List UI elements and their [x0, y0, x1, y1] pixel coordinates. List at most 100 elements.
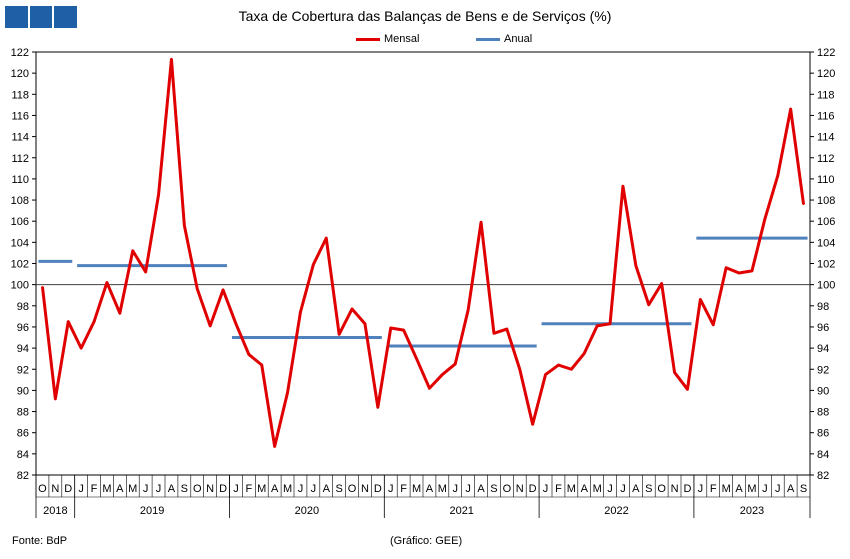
mensal-point [131, 250, 134, 252]
x-month-label: A [735, 483, 743, 495]
mensal-point [764, 218, 766, 220]
x-month-label: O [657, 483, 666, 495]
y-tick-label-left: 96 [17, 322, 29, 334]
x-month-label: A [116, 483, 124, 495]
mensal-point [570, 368, 573, 371]
mensal-point [712, 324, 715, 326]
mensal-point [248, 353, 250, 356]
x-month-label: D [683, 483, 691, 495]
x-month-label: F [400, 483, 407, 495]
mensal-point [235, 322, 237, 325]
y-tick-label-left: 86 [17, 428, 29, 440]
x-month-label: M [128, 483, 137, 495]
x-month-label: D [374, 483, 382, 495]
x-year-label: 2020 [295, 505, 319, 517]
mensal-point [286, 391, 289, 394]
legend-label-anual: Anual [504, 33, 533, 45]
x-month-label: D [529, 483, 537, 495]
mensal-point [119, 312, 121, 315]
x-month-label: F [555, 483, 562, 495]
y-tick-label-left: 98 [17, 301, 29, 313]
mensal-point [312, 263, 315, 266]
y-tick-label-right: 84 [817, 449, 829, 461]
x-month-label: S [490, 483, 497, 495]
x-month-label: J [388, 483, 394, 495]
chart-credit: (Gráfico: GEE) [390, 535, 463, 547]
legend-swatch-mensal [356, 37, 380, 41]
x-month-label: S [181, 483, 188, 495]
y-tick-label-left: 116 [11, 110, 29, 122]
legend-swatch-anual [476, 37, 500, 41]
mensal-point [106, 281, 108, 284]
mensal-point [699, 298, 702, 301]
mensal-point [338, 333, 340, 336]
mensal-point [377, 406, 379, 409]
x-month-label: F [710, 483, 717, 495]
x-month-label: M [102, 483, 111, 495]
x-month-label: J [762, 483, 768, 495]
x-month-label: S [645, 483, 652, 495]
x-year-label: 2018 [43, 505, 67, 517]
y-tick-label-right: 106 [817, 216, 835, 228]
y-tick-label-right: 114 [817, 132, 835, 144]
y-tick-label-right: 100 [817, 280, 835, 292]
x-month-label: J [143, 483, 149, 495]
x-month-label: N [206, 483, 214, 495]
x-year-label: 2022 [604, 505, 628, 517]
y-tick-label-right: 90 [817, 385, 829, 397]
mensal-point [325, 237, 328, 239]
x-month-label: S [800, 483, 807, 495]
y-tick-label-left: 92 [17, 364, 29, 376]
x-month-label: A [581, 483, 589, 495]
plot-frame [35, 51, 811, 476]
x-year-label: 2023 [740, 505, 764, 517]
x-month-label: M [747, 483, 756, 495]
x-year-label: 2019 [140, 505, 164, 517]
x-month-label: A [632, 483, 640, 495]
mensal-point [725, 266, 727, 269]
y-tick-label-left: 112 [11, 153, 29, 165]
y-tick-label-right: 92 [817, 364, 829, 376]
mensal-point [441, 373, 444, 376]
y-tick-label-left: 118 [11, 89, 29, 101]
mensal-point [686, 388, 689, 391]
mensal-point [80, 347, 82, 349]
y-tick-label-right: 94 [817, 343, 829, 355]
x-month-label: J [607, 483, 613, 495]
y-tick-label-right: 86 [817, 428, 829, 440]
x-month-label: J [156, 483, 162, 495]
mensal-point [776, 174, 779, 177]
x-month-label: N [516, 483, 524, 495]
x-month-label: N [361, 483, 369, 495]
x-month-label: J [465, 483, 471, 495]
mensal-point [480, 221, 482, 224]
mensal-point [531, 423, 534, 426]
x-month-label: D [219, 483, 227, 495]
x-month-label: J [311, 483, 317, 495]
logo [5, 6, 78, 28]
mensal-point [596, 325, 598, 327]
x-month-label: F [91, 483, 98, 495]
logo-block [54, 6, 78, 28]
x-month-label: M [412, 483, 421, 495]
logo-block [5, 6, 28, 28]
mensal-point [54, 398, 57, 400]
y-tick-label-left: 114 [11, 132, 29, 144]
mensal-point [544, 373, 547, 376]
x-month-label: M [567, 483, 576, 495]
mensal-point [738, 272, 740, 274]
x-month-label: J [775, 483, 781, 495]
y-tick-label-left: 110 [11, 174, 29, 186]
mensal-point [351, 308, 353, 310]
y-tick-label-left: 88 [17, 407, 29, 419]
x-month-label: A [426, 483, 434, 495]
x-month-label: A [477, 483, 485, 495]
x-month-label: M [438, 483, 447, 495]
mensal-point [789, 108, 792, 110]
x-month-label: O [503, 483, 512, 495]
mensal-point [222, 289, 224, 291]
mensal-point [609, 322, 611, 325]
mensal-point [273, 445, 276, 448]
x-month-label: J [233, 483, 239, 495]
mensal-point [93, 320, 95, 323]
